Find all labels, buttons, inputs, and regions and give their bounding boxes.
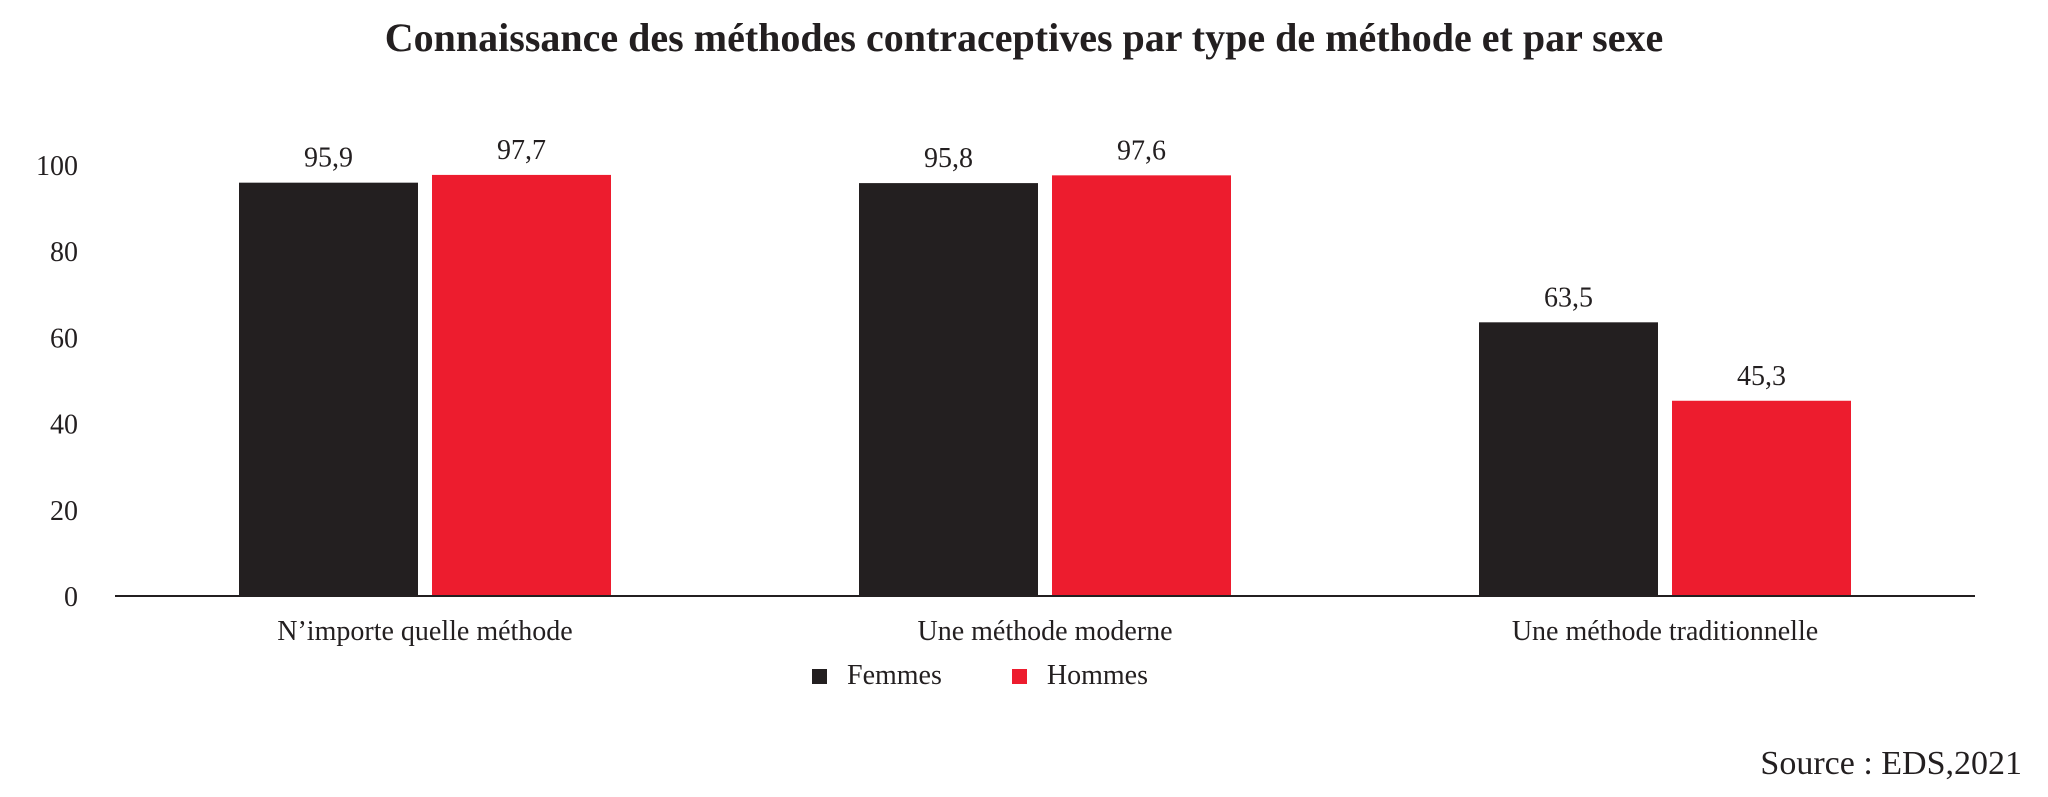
x-axis-labels: N’importe quelle méthode Une méthode mode… (277, 616, 1818, 647)
bars (239, 174, 1851, 597)
value-label-femmes-une-methode-traditionnelle: 63,5 (1544, 282, 1593, 313)
y-axis-ticks: 0 20 40 60 80 100 (36, 151, 78, 613)
bar-femmes-une-methode-moderne (859, 183, 1038, 597)
value-label-femmes-n-importe-quelle-methode: 95,9 (304, 143, 353, 174)
legend-item-hommes: Hommes (1011, 660, 1148, 692)
chart-title: Connaissance des méthodes contraceptives… (384, 15, 1664, 60)
legend-label-femmes: Femmes (847, 660, 942, 691)
bar-femmes-n-importe-quelle-methode (239, 182, 418, 596)
x-tick-label-n-importe-quelle-methode: N’importe quelle méthode (277, 616, 572, 647)
x-tick-label-une-methode-traditionnelle: Une méthode traditionnelle (1512, 616, 1818, 647)
legend-label-hommes: Hommes (1046, 660, 1148, 691)
y-tick-label-0: 0 (64, 582, 78, 613)
value-label-femmes-une-methode-moderne: 95,8 (924, 143, 973, 174)
y-tick-label-80: 80 (50, 237, 78, 268)
y-tick-label-100: 100 (36, 151, 78, 182)
bar-hommes-une-methode-traditionnelle (1672, 400, 1851, 596)
source-note: Source : EDS,2021 (1760, 745, 2022, 782)
bar-hommes-une-methode-moderne (1052, 175, 1231, 596)
legend-swatch-hommes (1011, 668, 1027, 684)
value-labels: 95,9 97,7 95,8 97,6 63,5 45,3 (304, 135, 1786, 392)
y-tick-label-40: 40 (50, 410, 78, 441)
bar-femmes-une-methode-traditionnelle (1479, 322, 1658, 596)
x-tick-label-une-methode-moderne: Une méthode moderne (917, 616, 1172, 647)
value-label-hommes-une-methode-traditionnelle: 45,3 (1737, 361, 1786, 392)
y-tick-label-60: 60 (50, 323, 78, 354)
value-label-hommes-une-methode-moderne: 97,6 (1117, 135, 1166, 166)
bar-hommes-n-importe-quelle-methode (432, 174, 611, 596)
legend-swatch-femmes (812, 668, 827, 684)
value-label-hommes-n-importe-quelle-methode: 97,7 (497, 135, 546, 166)
legend-item-femmes: Femmes (812, 660, 942, 692)
y-tick-label-20: 20 (50, 496, 78, 527)
legend: Femmes Hommes (0, 660, 1960, 692)
